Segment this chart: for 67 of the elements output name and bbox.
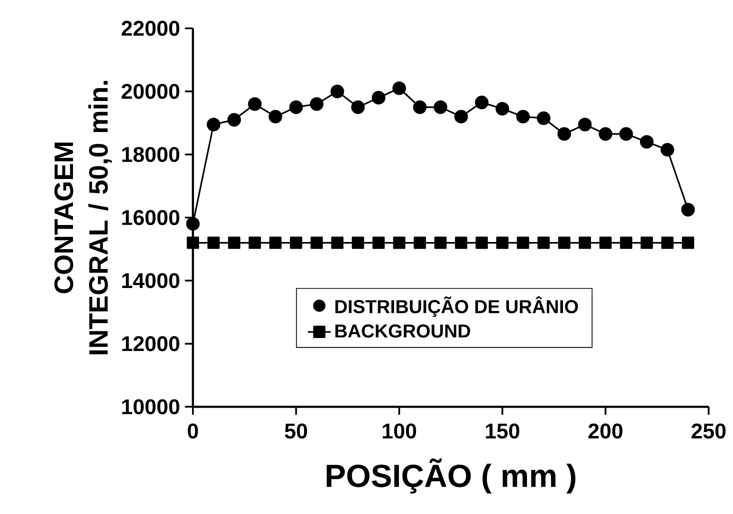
point	[619, 127, 633, 141]
point	[248, 236, 261, 250]
x-tick-label: 0	[188, 424, 198, 439]
point	[414, 236, 426, 250]
point	[558, 236, 570, 250]
x-tick-label: 200	[588, 424, 622, 439]
point	[620, 236, 632, 250]
point	[578, 118, 592, 132]
point	[248, 97, 262, 111]
y-tick-label: 20000	[122, 84, 180, 100]
point	[516, 110, 530, 124]
y-tick-label: 16000	[122, 210, 180, 226]
point	[413, 100, 427, 114]
point	[393, 236, 406, 250]
x-axis-title: POSIÇÃO ( mm )	[326, 458, 576, 494]
point	[330, 84, 344, 98]
x-tick-label: 100	[382, 424, 416, 439]
point	[557, 127, 572, 141]
legend-label: BACKGROUND	[335, 324, 470, 338]
point	[474, 96, 489, 110]
point	[269, 236, 282, 250]
point	[681, 203, 695, 217]
y-tick-label: 22000	[122, 20, 180, 36]
point	[454, 236, 468, 250]
point	[372, 91, 386, 105]
point	[331, 236, 344, 250]
x-tick-label: 50	[284, 424, 308, 439]
y-tick-label: 12000	[122, 336, 180, 352]
point	[682, 236, 694, 250]
point	[206, 118, 220, 132]
point	[352, 236, 364, 250]
y-tick-label: 14000	[122, 273, 180, 288]
point	[434, 236, 447, 250]
point	[660, 143, 674, 157]
legend-label: DISTRIBUIÇÃO DE URÂNIO	[335, 296, 578, 318]
point	[186, 217, 200, 231]
point	[599, 236, 612, 250]
point	[310, 236, 323, 250]
x-tick-label: 150	[486, 424, 520, 439]
point	[392, 82, 406, 96]
point	[227, 113, 241, 127]
point	[516, 236, 530, 250]
point	[536, 112, 550, 126]
point	[186, 236, 200, 250]
point	[351, 100, 365, 114]
point	[640, 236, 653, 250]
x-tick-label: 250	[692, 424, 726, 439]
point	[434, 100, 448, 114]
y-tick-label: 18000	[122, 147, 180, 162]
point	[537, 236, 550, 250]
point	[289, 100, 303, 114]
point	[290, 236, 302, 250]
point	[310, 97, 324, 111]
point	[578, 236, 592, 250]
point	[207, 236, 220, 250]
point	[496, 102, 510, 116]
point	[454, 110, 468, 124]
y-axis-title: CONTAGEM INTEGRAL / 50,0 min.	[54, 81, 112, 354]
point	[228, 236, 240, 250]
point	[268, 110, 282, 124]
point	[372, 236, 385, 250]
y-tick-label: 10000	[122, 399, 180, 414]
point	[496, 236, 508, 250]
point	[640, 135, 654, 149]
point	[476, 236, 488, 250]
point	[661, 236, 674, 250]
point	[598, 127, 612, 141]
